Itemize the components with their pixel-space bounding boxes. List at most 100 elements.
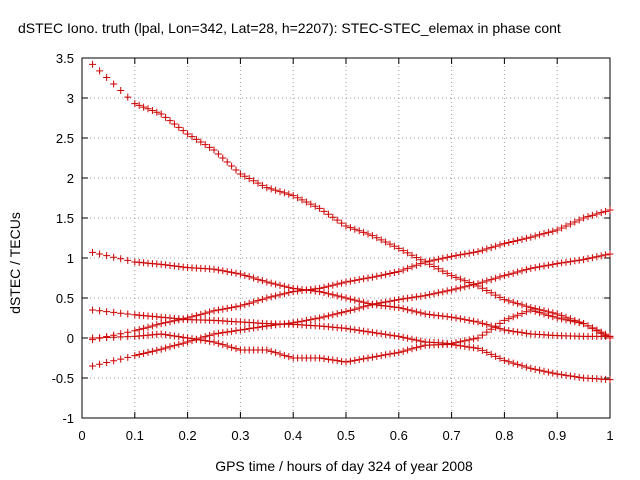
data-point	[360, 275, 368, 283]
data-point	[267, 185, 275, 193]
data-point	[364, 274, 372, 282]
data-point	[439, 267, 447, 275]
data-point	[223, 342, 231, 350]
data-point	[153, 108, 161, 116]
data-point	[412, 253, 420, 261]
data-point	[232, 327, 240, 335]
data-point	[496, 241, 504, 249]
data-point	[280, 351, 288, 359]
data-point	[338, 219, 346, 227]
data-point	[470, 281, 478, 289]
data-point	[492, 274, 500, 282]
data-point	[478, 278, 486, 286]
data-point	[417, 342, 425, 350]
data-point	[241, 271, 249, 279]
data-point	[487, 289, 495, 297]
data-point	[478, 284, 486, 292]
data-point	[298, 196, 306, 204]
data-point	[179, 263, 187, 271]
data-point	[228, 343, 236, 351]
data-point	[606, 250, 614, 258]
data-point	[412, 344, 420, 352]
data-point	[470, 344, 478, 352]
data-point	[399, 333, 407, 341]
data-point	[342, 324, 350, 332]
data-point	[404, 264, 412, 272]
data-point	[294, 194, 302, 202]
data-point	[175, 340, 183, 348]
data-point	[474, 280, 482, 288]
x-tick-label: 0.6	[390, 428, 408, 443]
data-point	[540, 310, 548, 318]
data-point	[351, 225, 359, 233]
data-point	[377, 352, 385, 360]
data-point	[276, 188, 284, 196]
data-point	[103, 333, 111, 341]
data-point	[320, 313, 328, 321]
data-point	[514, 328, 522, 336]
data-point	[192, 135, 200, 143]
data-point	[272, 292, 280, 300]
data-point	[338, 293, 346, 301]
data-point	[175, 263, 183, 271]
data-point	[267, 279, 275, 287]
data-point	[474, 318, 482, 326]
data-point	[285, 289, 293, 297]
data-point	[509, 298, 517, 306]
data-point	[232, 345, 240, 353]
data-point	[514, 360, 522, 368]
data-point	[562, 258, 570, 266]
data-point	[329, 356, 337, 364]
data-point	[549, 260, 557, 268]
data-point	[124, 333, 132, 341]
data-point	[329, 213, 337, 221]
data-point	[487, 276, 495, 284]
data-point	[553, 314, 561, 322]
data-point	[302, 286, 310, 294]
data-point	[175, 333, 183, 341]
data-point	[593, 253, 601, 261]
data-point	[518, 329, 526, 337]
data-point	[408, 251, 416, 259]
data-point	[333, 357, 341, 365]
data-point	[228, 162, 236, 170]
data-point	[527, 364, 535, 372]
data-point	[250, 298, 258, 306]
data-point	[272, 321, 280, 329]
data-point	[140, 349, 148, 357]
data-point	[157, 345, 165, 353]
data-point	[117, 333, 125, 341]
data-point	[294, 287, 302, 295]
data-point	[162, 331, 170, 339]
data-point	[289, 319, 297, 327]
data-point	[395, 268, 403, 276]
data-point	[540, 367, 548, 375]
data-point	[408, 263, 416, 271]
data-point	[443, 269, 451, 277]
data-point	[448, 272, 456, 280]
data-point	[223, 158, 231, 166]
data-point	[103, 308, 111, 316]
data-point	[245, 273, 253, 281]
data-point	[258, 181, 266, 189]
data-point	[514, 236, 522, 244]
data-point	[110, 253, 118, 261]
data-point	[390, 349, 398, 357]
data-point	[496, 273, 504, 281]
data-point	[338, 309, 346, 317]
data-point	[316, 204, 324, 212]
y-tick-label: 3.5	[56, 51, 74, 66]
x-tick-label: 0.3	[231, 428, 249, 443]
data-point	[333, 280, 341, 288]
data-point	[395, 304, 403, 312]
data-point	[417, 260, 425, 268]
data-point	[210, 338, 218, 346]
data-point	[131, 100, 139, 108]
data-point	[593, 210, 601, 218]
data-point	[496, 293, 504, 301]
data-point	[474, 334, 482, 342]
data-point	[399, 347, 407, 355]
data-point	[360, 327, 368, 335]
data-point	[272, 280, 280, 288]
data-point	[250, 324, 258, 332]
